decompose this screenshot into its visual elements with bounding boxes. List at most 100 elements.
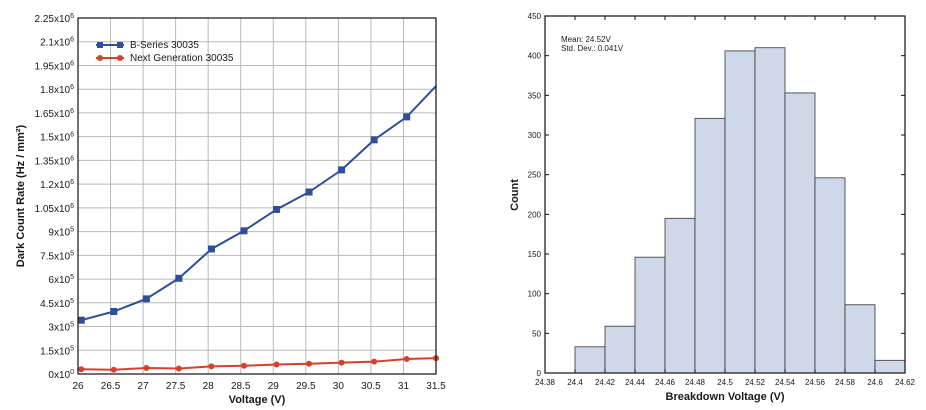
right-annotation-mean: Mean: 24.52V bbox=[561, 35, 611, 44]
legend-marker-next-gen bbox=[97, 55, 103, 61]
left-y-tick-label: 6x105 bbox=[48, 274, 74, 286]
left-x-tick-label: 27.5 bbox=[166, 381, 186, 392]
right-x-tick-label: 24.58 bbox=[835, 378, 856, 387]
left-x-axis-label: Voltage (V) bbox=[229, 394, 286, 406]
left-y-tick-label: 1.8x106 bbox=[40, 84, 74, 96]
next-gen-point bbox=[110, 366, 117, 373]
histogram-bar bbox=[844, 304, 876, 374]
next-gen-point bbox=[306, 360, 313, 367]
b-series-point bbox=[207, 245, 215, 253]
left-x-tick-label: 30 bbox=[333, 381, 345, 392]
left-series bbox=[77, 85, 439, 373]
left-x-tick-label: 27 bbox=[138, 381, 150, 392]
right-y-tick-label: 200 bbox=[528, 210, 542, 219]
right-x-tick-label: 24.4 bbox=[567, 378, 583, 387]
histogram-bar bbox=[634, 256, 666, 374]
series-line-1 bbox=[81, 357, 437, 371]
left-y-tick-label: 7.5x105 bbox=[40, 250, 74, 262]
left-plot-frame bbox=[77, 17, 437, 375]
right-x-tick-labels: 24.38 24.4 24.42 24.44 24.46 24.48 24.5 24.52 24… bbox=[535, 378, 916, 387]
right-y-tick-labels: 0 50 100 150 200 250 300 350 400 450 bbox=[528, 12, 542, 378]
right-y-tick-label: 250 bbox=[528, 171, 542, 180]
b-series-point bbox=[370, 136, 378, 144]
next-gen-point bbox=[273, 361, 280, 368]
b-series-point bbox=[142, 295, 150, 303]
right-x-tick-label: 24.44 bbox=[625, 378, 646, 387]
b-series-point bbox=[110, 308, 118, 316]
legend-label-b-series: B-Series 30035 bbox=[130, 40, 199, 51]
next-gen-point bbox=[78, 366, 85, 373]
b-series-point bbox=[240, 227, 248, 235]
right-annotation-std-dev: Std. Dev.: 0.041V bbox=[561, 44, 624, 53]
right-x-tick-label: 24.6 bbox=[867, 378, 883, 387]
right-y-tick-label: 300 bbox=[528, 131, 542, 140]
left-y-tick-label: 1.5x106 bbox=[40, 132, 74, 144]
histogram-bar bbox=[784, 92, 816, 374]
breakdown-voltage-histogram: 24.38 24.4 24.42 24.44 24.46 24.48 24.5 24.52 24… bbox=[509, 12, 916, 403]
left-y-tick-label: 4.5x105 bbox=[40, 298, 74, 310]
left-x-tick-label: 28 bbox=[203, 381, 215, 392]
right-y-tick-label: 350 bbox=[528, 91, 542, 100]
left-y-tick-label: 1.2x106 bbox=[40, 179, 74, 191]
right-x-tick-label: 24.38 bbox=[535, 378, 556, 387]
right-y-tick-label: 50 bbox=[532, 329, 541, 338]
dark-count-rate-chart: 26 26.5 27 27.5 28 28.5 29 29.5 30 30.5 31 31.5 0x1… bbox=[15, 13, 446, 406]
right-x-tick-label: 24.42 bbox=[595, 378, 616, 387]
histogram-bar bbox=[724, 50, 756, 374]
next-gen-point bbox=[371, 358, 378, 365]
left-y-tick-label: 9x105 bbox=[48, 227, 74, 239]
next-gen-point bbox=[208, 363, 215, 370]
histogram-bars bbox=[574, 47, 906, 374]
b-series-point bbox=[403, 113, 411, 121]
next-gen-point bbox=[175, 365, 182, 372]
left-x-tick-label: 26.5 bbox=[101, 381, 121, 392]
left-x-tick-label: 31 bbox=[398, 381, 410, 392]
left-x-tick-labels: 26 26.5 27 27.5 28 28.5 29 29.5 30 30.5 31 31.5 bbox=[72, 381, 446, 392]
right-y-tick-label: 150 bbox=[528, 250, 542, 259]
histogram-bar bbox=[574, 346, 606, 374]
histogram-bar bbox=[874, 359, 906, 374]
histogram-bar bbox=[664, 217, 696, 374]
next-gen-point bbox=[240, 362, 247, 369]
b-series-point bbox=[273, 205, 281, 213]
left-y-tick-label: 1.5x105 bbox=[40, 345, 74, 357]
histogram-bar bbox=[604, 325, 636, 374]
left-y-tick-label: 1.95x106 bbox=[35, 60, 75, 72]
right-x-tick-label: 24.48 bbox=[685, 378, 706, 387]
right-tick-marks bbox=[544, 15, 906, 374]
next-gen-point bbox=[338, 359, 345, 366]
left-x-tick-label: 26 bbox=[72, 381, 84, 392]
right-y-tick-label: 450 bbox=[528, 12, 542, 21]
right-x-tick-label: 24.54 bbox=[775, 378, 796, 387]
left-plot-area bbox=[78, 18, 436, 374]
left-y-tick-label: 1.65x106 bbox=[35, 108, 75, 120]
legend-marker-b-series-end bbox=[117, 42, 123, 48]
left-y-axis-label: Dark Count Rate (Hz / mm²) bbox=[15, 124, 27, 267]
legend-label-next-gen: Next Generation 30035 bbox=[130, 53, 234, 64]
left-x-tick-label: 29.5 bbox=[296, 381, 316, 392]
right-x-tick-label: 24.62 bbox=[895, 378, 916, 387]
right-y-tick-label: 0 bbox=[537, 369, 542, 378]
series-line-0 bbox=[80, 85, 437, 322]
left-x-tick-label: 28.5 bbox=[231, 381, 251, 392]
left-x-tick-label: 29 bbox=[268, 381, 280, 392]
next-gen-point bbox=[403, 355, 410, 362]
right-y-axis-label: Count bbox=[509, 179, 521, 211]
left-x-tick-label: 31.5 bbox=[426, 381, 446, 392]
left-y-tick-labels: 0x100 1.5x105 3x105 4.5x105 6x105 7.5x105 9x10… bbox=[35, 13, 75, 381]
b-series-point bbox=[305, 188, 313, 196]
next-gen-point bbox=[143, 364, 150, 371]
histogram-bar bbox=[814, 177, 846, 374]
left-y-tick-label: 1.05x106 bbox=[35, 203, 75, 215]
histogram-bar bbox=[694, 117, 726, 374]
left-y-tick-label: 2.1x106 bbox=[40, 37, 74, 49]
histogram-bar bbox=[754, 47, 786, 374]
right-x-tick-label: 24.56 bbox=[805, 378, 826, 387]
left-y-tick-label: 1.35x106 bbox=[35, 155, 75, 167]
left-y-tick-label: 2.25x106 bbox=[35, 13, 75, 25]
left-legend: B-Series 30035 Next Generation 30035 bbox=[96, 40, 234, 64]
right-y-tick-label: 100 bbox=[528, 290, 542, 299]
b-series-point bbox=[338, 166, 346, 174]
right-x-tick-label: 24.46 bbox=[655, 378, 676, 387]
legend-marker-b-series bbox=[97, 42, 103, 48]
